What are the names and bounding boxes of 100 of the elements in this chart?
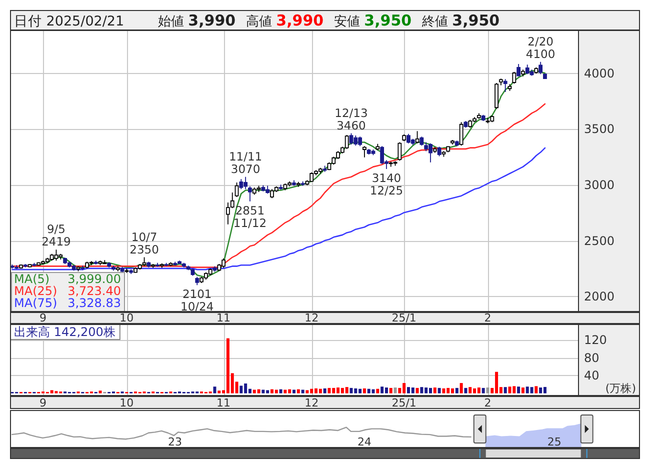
annotation: 12/13 3460 xyxy=(334,106,368,132)
bar xyxy=(240,386,243,394)
candlestick xyxy=(476,112,481,120)
line-series xyxy=(12,147,546,270)
bar xyxy=(380,386,384,394)
candlestick xyxy=(107,262,112,268)
candlestick xyxy=(415,130,420,144)
candlestick xyxy=(98,260,102,266)
candlestick xyxy=(354,135,358,146)
candlestick xyxy=(124,268,129,274)
y-tick-label: 3000 xyxy=(584,178,615,192)
candlestick xyxy=(32,262,36,267)
candlestick xyxy=(112,265,116,272)
candlestick xyxy=(19,264,23,269)
bar xyxy=(372,389,375,394)
candlestick xyxy=(278,184,283,190)
y-tick-label: 120 xyxy=(584,332,607,347)
candlestick xyxy=(116,266,120,272)
text: 日付 2025/02/21 xyxy=(14,14,124,30)
bar xyxy=(218,390,221,394)
bar xyxy=(530,387,534,394)
x-tick-label: 10 xyxy=(120,312,134,324)
x-tick-label: 25 xyxy=(547,436,562,448)
candlestick xyxy=(398,142,402,162)
bar xyxy=(306,390,309,394)
candlestick xyxy=(366,148,371,155)
candlestick xyxy=(371,149,376,156)
text: 始値 3,990 xyxy=(158,12,236,30)
annotation: 2/20 4100 xyxy=(526,34,556,61)
bar xyxy=(376,388,380,394)
candlestick xyxy=(481,114,486,122)
annotation: 9/5 2419 xyxy=(42,222,71,249)
text: MA(75) 3,328.83 xyxy=(14,296,121,310)
x-tick-label: 9 xyxy=(40,312,47,324)
bar xyxy=(279,389,282,394)
candlestick xyxy=(173,261,178,266)
candlestick xyxy=(36,262,41,266)
candlestick xyxy=(80,265,85,271)
bar xyxy=(534,386,538,394)
candlestick xyxy=(146,261,151,268)
bar xyxy=(362,388,366,394)
bar xyxy=(508,386,512,394)
y-tick-label: 80 xyxy=(584,350,600,365)
candlestick xyxy=(252,187,256,196)
candlestick xyxy=(534,66,538,74)
text: 安値 3,950 xyxy=(334,12,412,30)
candlestick xyxy=(208,268,212,276)
bar xyxy=(257,389,260,394)
annotation: 2101 10/24 xyxy=(180,287,214,314)
bar xyxy=(411,388,414,394)
candlestick xyxy=(322,165,327,172)
candlestick xyxy=(512,71,516,84)
bar xyxy=(301,390,304,394)
candlestick xyxy=(212,266,217,272)
candlestick xyxy=(195,276,200,286)
bar xyxy=(455,388,458,394)
annotation: 3140 12/25 xyxy=(370,171,404,198)
x-tick-label: 23 xyxy=(168,436,182,448)
x-tick-label: 12 xyxy=(304,396,319,410)
candlestick xyxy=(543,74,547,80)
bar xyxy=(389,388,392,394)
bar xyxy=(521,388,524,394)
bar xyxy=(468,387,472,394)
candlestick xyxy=(410,138,415,146)
x-tick-label: 11 xyxy=(216,396,231,410)
candlestick xyxy=(459,122,464,146)
text: 終値 3,950 xyxy=(421,12,500,30)
candlestick xyxy=(468,119,472,128)
candlestick xyxy=(318,167,322,174)
bar xyxy=(482,388,485,394)
bar xyxy=(384,388,388,394)
bar xyxy=(543,386,546,394)
bar xyxy=(517,386,520,394)
x-tick-label: 11 xyxy=(216,312,231,324)
candlestick xyxy=(234,182,239,198)
bar xyxy=(464,388,468,394)
chart-title: 出来高 142,200株 xyxy=(14,325,116,339)
bar xyxy=(50,390,54,394)
candlestick xyxy=(376,143,380,151)
series-label: MA(25) 3,723.40 xyxy=(14,284,121,298)
text: MA(5) 3,999.00 xyxy=(14,272,121,286)
bar xyxy=(442,388,446,394)
bar xyxy=(416,388,419,394)
x-tick-label: 25/1 xyxy=(392,312,416,324)
candlestick xyxy=(248,186,252,202)
bar xyxy=(350,388,353,394)
bar xyxy=(323,388,326,394)
x-tick-label: 10 xyxy=(120,396,134,410)
candlestick xyxy=(72,264,76,272)
candlestick xyxy=(94,260,98,265)
x-tick-label: 9 xyxy=(40,396,47,410)
candlestick xyxy=(296,181,300,188)
candlestick xyxy=(499,78,503,86)
candlestick xyxy=(525,64,530,75)
candlestick xyxy=(450,140,454,145)
candlestick xyxy=(486,117,490,124)
candlestick xyxy=(437,146,442,157)
candlestick xyxy=(349,132,354,145)
bar xyxy=(345,387,348,394)
candlestick xyxy=(494,82,498,110)
